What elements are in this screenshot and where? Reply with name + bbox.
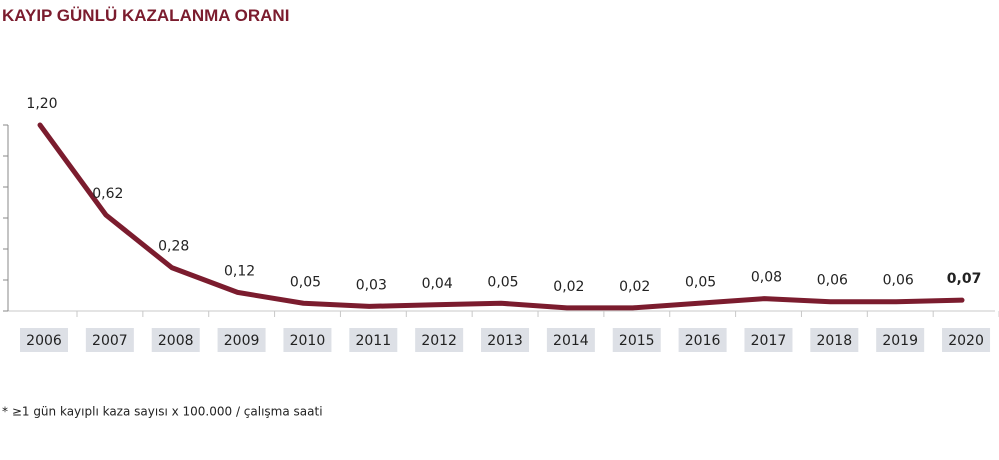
x-label-box (481, 328, 530, 352)
x-tick-label: 2010 (290, 333, 326, 349)
x-label-box (217, 328, 266, 352)
x-label-box (612, 328, 661, 352)
value-label: 0,05 (685, 274, 716, 290)
value-label: 0,28 (158, 239, 189, 255)
x-label-box (546, 328, 595, 352)
value-label: 0,62 (92, 186, 123, 202)
x-label-box (744, 328, 793, 352)
x-label-box (415, 328, 464, 352)
x-tick-label: 2017 (751, 333, 787, 349)
value-label: 0,07 (947, 271, 982, 287)
x-label-box (283, 328, 332, 352)
x-tick-label: 2013 (487, 333, 523, 349)
x-tick-label: 2016 (685, 333, 721, 349)
value-label: 1,20 (26, 96, 57, 112)
value-label: 0,05 (487, 274, 518, 290)
x-tick-label: 2007 (92, 333, 128, 349)
value-label: 0,03 (356, 277, 387, 293)
x-label-box (20, 328, 68, 352)
value-label: 0,02 (553, 279, 584, 295)
x-tick-label: 2009 (224, 333, 260, 349)
x-label-box (942, 328, 991, 352)
footnote: * ≥1 gün kayıplı kaza sayısı x 100.000 /… (2, 405, 323, 419)
x-tick-label: 2019 (882, 333, 918, 349)
x-label-box (349, 328, 398, 352)
value-label: 0,04 (422, 276, 453, 292)
x-label-box (151, 328, 200, 352)
x-label-box (678, 328, 727, 352)
value-label: 0,02 (619, 279, 650, 295)
x-tick-label: 2014 (553, 333, 589, 349)
x-tick-label: 2008 (158, 333, 194, 349)
value-label: 0,12 (224, 263, 255, 279)
x-label-box (876, 328, 925, 352)
value-label: 0,08 (751, 270, 782, 286)
x-label-box (810, 328, 859, 352)
value-label: 0,06 (883, 273, 914, 289)
x-tick-label: 2006 (26, 333, 62, 349)
x-tick-label: 2012 (421, 333, 457, 349)
x-tick-label: 2011 (355, 333, 391, 349)
x-tick-label: 2015 (619, 333, 655, 349)
x-label-box (85, 328, 134, 352)
data-line (37, 122, 965, 311)
x-tick-label: 2020 (948, 333, 984, 349)
value-label: 0,05 (290, 274, 321, 290)
x-tick-label: 2018 (816, 333, 852, 349)
value-label: 0,06 (817, 273, 848, 289)
chart-title: KAYIP GÜNLÜ KAZALANMA ORANI (2, 6, 289, 25)
